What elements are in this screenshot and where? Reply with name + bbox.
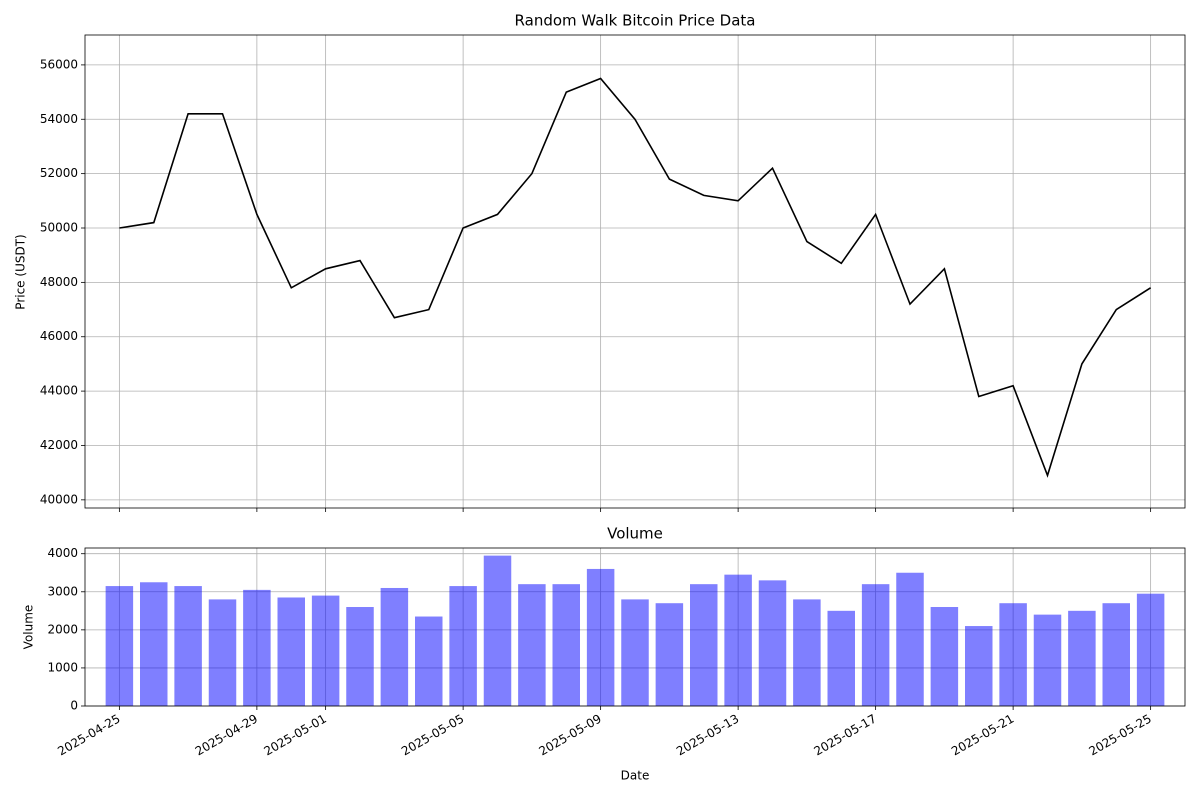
y-tick-label: 40000 xyxy=(40,492,78,506)
y-tick-label: 2000 xyxy=(47,622,78,636)
volume-bar xyxy=(552,584,580,706)
volume-bar xyxy=(861,584,890,706)
volume-bar xyxy=(586,568,615,706)
x-tick-label: 2025-05-13 xyxy=(674,712,741,759)
chart-title: Volume xyxy=(607,525,663,543)
x-tick-label: 2025-04-25 xyxy=(55,712,122,759)
volume-bar xyxy=(896,572,924,706)
y-tick-label: 46000 xyxy=(40,329,78,343)
volume-bar xyxy=(518,584,546,706)
x-tick-label: 2025-05-05 xyxy=(399,712,466,759)
y-axis-label: Price (USDT) xyxy=(14,234,28,309)
y-tick-label: 44000 xyxy=(40,384,78,398)
volume-bar xyxy=(380,587,409,706)
y-tick-label: 1000 xyxy=(47,660,78,674)
y-tick-label: 4000 xyxy=(47,546,78,560)
plot-frame xyxy=(84,34,1186,509)
volume-bar xyxy=(1068,610,1096,706)
volume-bar xyxy=(277,597,305,706)
y-tick-label: 48000 xyxy=(40,275,78,289)
y-tick-label: 0 xyxy=(70,699,78,713)
volume-bar xyxy=(449,586,477,706)
y-tick-label: 50000 xyxy=(40,221,78,235)
x-tick-label: 2025-05-09 xyxy=(536,712,603,759)
x-tick-label: 2025-05-17 xyxy=(811,712,878,759)
volume-bar xyxy=(724,574,752,706)
volume-bar xyxy=(243,589,271,706)
x-tick-label: 2025-05-01 xyxy=(261,712,328,759)
volume-bar xyxy=(140,582,168,706)
y-tick-label: 54000 xyxy=(40,112,78,126)
volume-bar xyxy=(655,603,684,706)
x-axis-label: Date xyxy=(621,769,650,783)
volume-bar xyxy=(930,607,959,706)
volume-bar xyxy=(621,599,649,706)
volume-bar xyxy=(483,555,512,706)
volume-bar xyxy=(415,616,443,706)
volume-bar xyxy=(690,584,718,706)
volume-bar xyxy=(346,607,374,706)
volume-bar xyxy=(1033,614,1062,706)
volume-bar xyxy=(311,595,340,706)
volume-bar xyxy=(965,626,993,706)
price-line xyxy=(119,77,1152,478)
chart-title: Random Walk Bitcoin Price Data xyxy=(515,12,756,30)
y-tick-label: 42000 xyxy=(40,438,78,452)
volume-bar xyxy=(758,580,787,706)
volume-bar xyxy=(208,599,237,706)
y-tick-label: 56000 xyxy=(40,57,78,71)
x-tick-label: 2025-05-21 xyxy=(949,712,1016,759)
x-tick-label: 2025-05-25 xyxy=(1086,712,1153,759)
volume-bar xyxy=(174,586,202,706)
volume-bar xyxy=(793,599,821,706)
x-tick-label: 2025-04-29 xyxy=(193,712,260,759)
volume-bar xyxy=(827,610,855,706)
y-tick-label: 3000 xyxy=(47,584,78,598)
y-axis-label: Volume xyxy=(22,605,36,650)
volume-bar xyxy=(1102,603,1130,706)
volume-bar xyxy=(105,586,134,706)
plot-frame xyxy=(84,547,1186,707)
volume-bar xyxy=(1136,593,1165,706)
volume-bar xyxy=(999,603,1027,706)
y-tick-label: 52000 xyxy=(40,166,78,180)
